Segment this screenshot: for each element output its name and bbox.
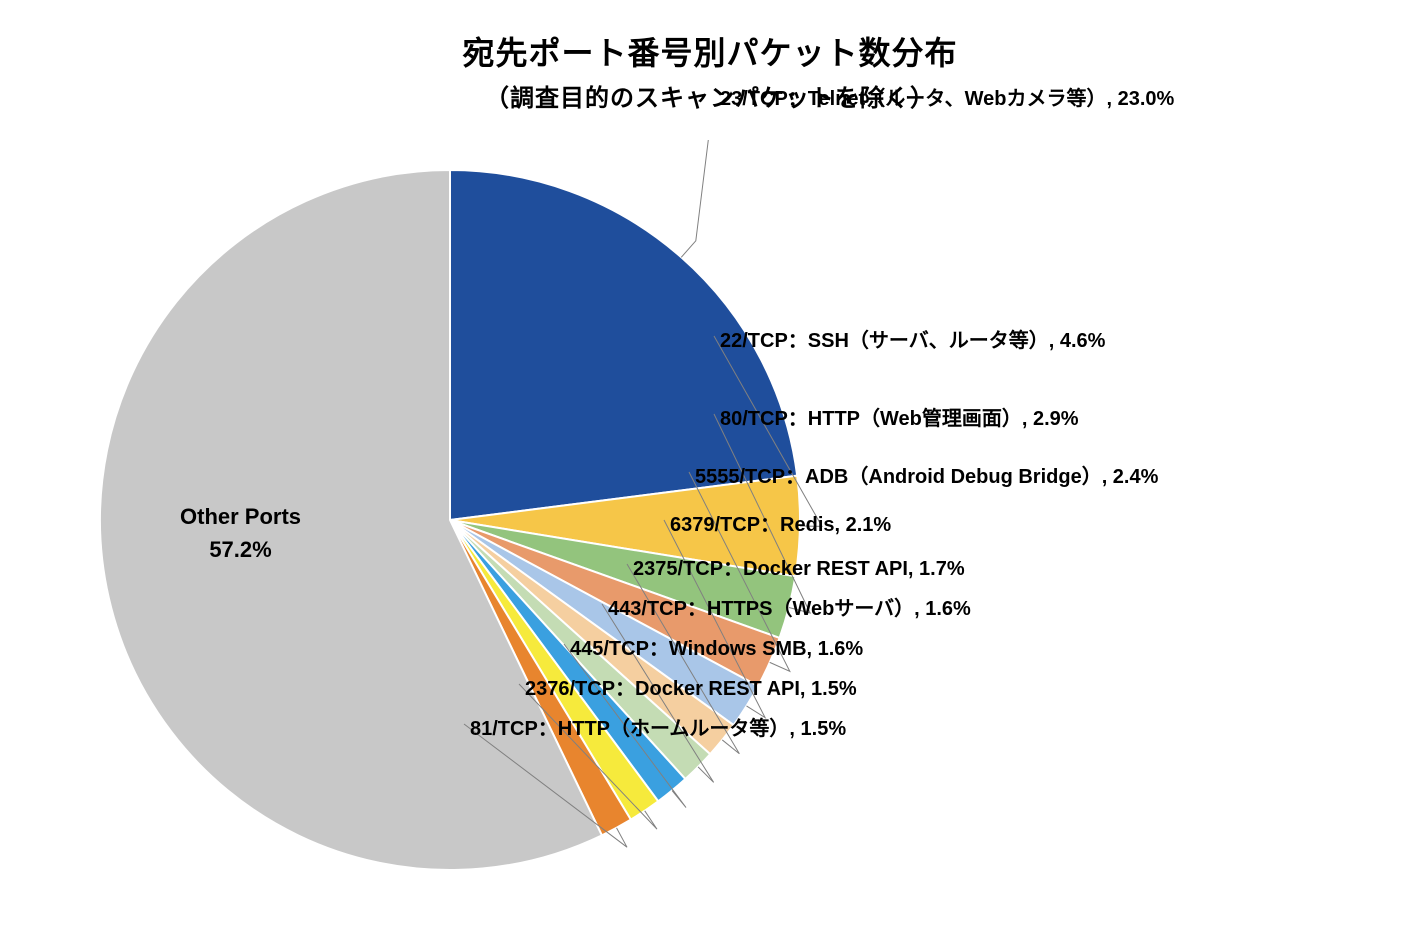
chart-subtitle: （調査目的のスキャンパケットを除く）	[0, 78, 1420, 113]
other-ports-label: Other Ports 57.2%	[180, 500, 301, 566]
pie-chart-container: 宛先ポート番号別パケット数分布 （調査目的のスキャンパケットを除く） Other…	[0, 0, 1420, 930]
slice-label-0: 23/TCP：Telnet（ルータ、Webカメラ等）, 23.0%	[720, 82, 1174, 111]
slice-label-8: 2376/TCP：Docker REST API, 1.5%	[525, 672, 857, 701]
slice-label-5: 2375/TCP：Docker REST API, 1.7%	[633, 552, 965, 581]
slice-label-3: 5555/TCP：ADB（Android Debug Bridge）, 2.4%	[695, 460, 1158, 489]
other-ports-value: 57.2%	[209, 537, 271, 562]
slice-label-7: 445/TCP：Windows SMB, 1.6%	[570, 632, 863, 661]
slice-label-4: 6379/TCP：Redis, 2.1%	[670, 508, 891, 537]
chart-title: 宛先ポート番号別パケット数分布	[0, 28, 1420, 74]
slice-label-1: 22/TCP：SSH（サーバ、ルータ等）, 4.6%	[720, 324, 1105, 353]
other-ports-text: Other Ports	[180, 504, 301, 529]
slice-label-6: 443/TCP：HTTPS（Webサーバ）, 1.6%	[608, 592, 971, 621]
slice-label-9: 81/TCP：HTTP（ホームルータ等）, 1.5%	[470, 712, 846, 741]
slice-label-2: 80/TCP：HTTP（Web管理画面）, 2.9%	[720, 402, 1079, 431]
